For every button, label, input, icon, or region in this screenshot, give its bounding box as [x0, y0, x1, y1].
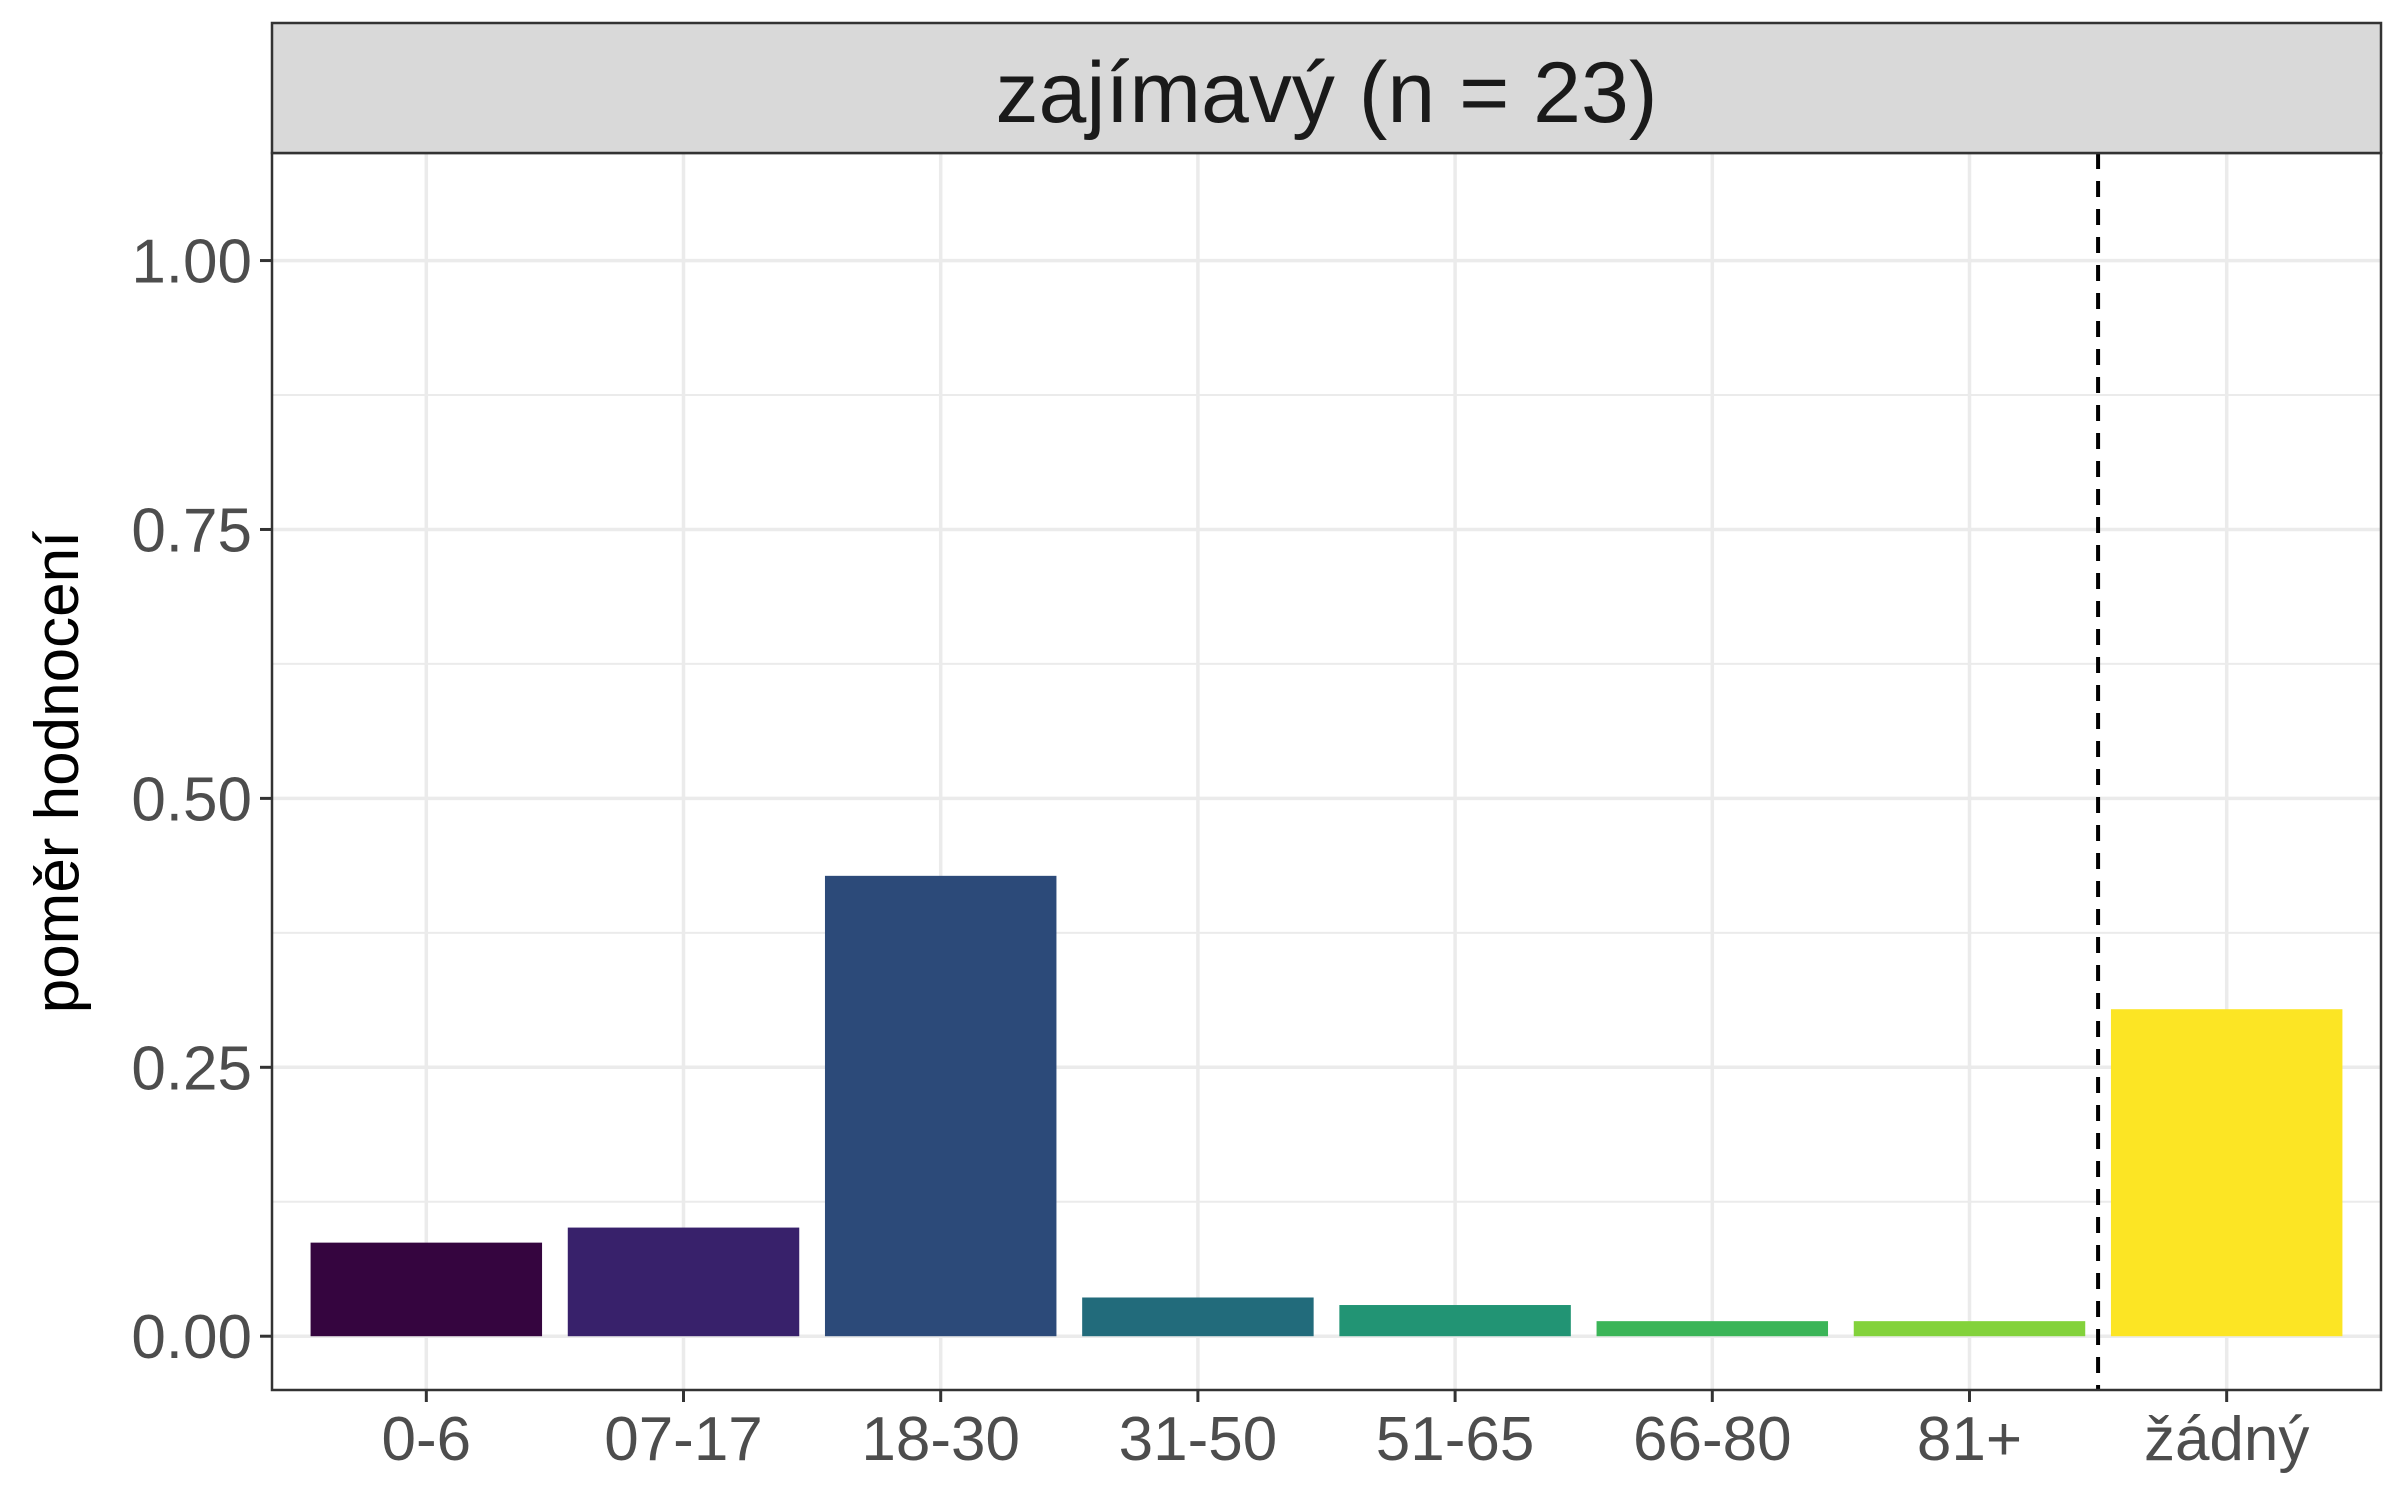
y-tick-label: 0.50 — [131, 765, 252, 834]
x-axis: 0-6 07-17 18-30 31-50 51-65 66-80 81+ žádný — [382, 1390, 2309, 1474]
bar-66-80 — [1596, 1321, 1829, 1337]
y-tick-label: 0.00 — [131, 1303, 252, 1372]
y-axis-title: poměr hodnocení — [23, 531, 92, 1014]
x-tick-label: 18-30 — [861, 1405, 1020, 1474]
y-tick-label: 1.00 — [131, 228, 252, 297]
bar-51-65 — [1339, 1305, 1571, 1337]
y-tick-label: 0.75 — [131, 496, 252, 565]
bar-07-17 — [567, 1227, 800, 1337]
x-tick-label: 51-65 — [1376, 1405, 1535, 1474]
grid-lines — [272, 153, 2381, 1390]
y-tick-label: 0.25 — [131, 1034, 252, 1103]
facet-strip-label: zajímavý (n = 23) — [996, 45, 1658, 141]
bar-žádný — [2110, 1009, 2343, 1337]
x-tick-label: 81+ — [1917, 1405, 2022, 1474]
plot-panel — [272, 153, 2381, 1390]
bars — [310, 875, 2343, 1337]
facet-strip — [270, 21, 2383, 155]
bar-31-50 — [1082, 1297, 1314, 1337]
bar-18-30 — [824, 875, 1057, 1337]
x-tick-label: 0-6 — [382, 1405, 472, 1474]
x-tick-label: žádný — [2144, 1405, 2309, 1474]
x-tick-label: 07-17 — [604, 1405, 763, 1474]
bar-81+ — [1853, 1321, 2086, 1337]
x-tick-label: 66-80 — [1633, 1405, 1792, 1474]
bar-0-6 — [310, 1242, 543, 1337]
y-axis: 0.00 0.25 0.50 0.75 1.00 — [131, 228, 272, 1372]
x-tick-label: 31-50 — [1119, 1405, 1278, 1474]
